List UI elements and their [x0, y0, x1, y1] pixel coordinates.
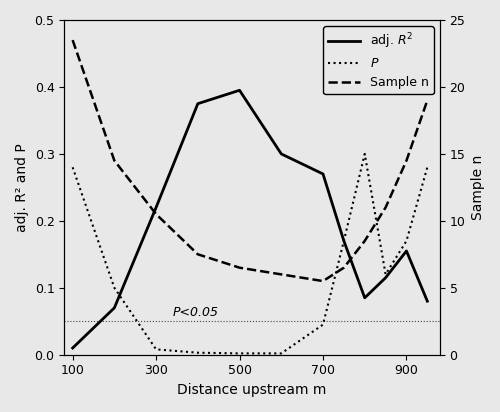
- adj. R²: [70, 346, 75, 351]
- Sample n: [153, 212, 159, 217]
- Sample n: [195, 252, 201, 257]
- P: [362, 152, 368, 157]
- Sample n: [236, 265, 242, 270]
- P: [236, 351, 242, 356]
- P: [70, 165, 75, 170]
- Line: P: P: [72, 154, 428, 353]
- adj. R²: [404, 248, 409, 253]
- P: [404, 239, 409, 243]
- Sample n: [70, 37, 75, 42]
- Sample n: [382, 205, 388, 210]
- Text: P<0.05: P<0.05: [173, 306, 219, 319]
- Line: adj. R²: adj. R²: [72, 90, 428, 348]
- adj. R²: [424, 299, 430, 304]
- P: [320, 322, 326, 327]
- Sample n: [404, 158, 409, 163]
- Y-axis label: Sample n: Sample n: [471, 155, 485, 220]
- adj. R²: [382, 275, 388, 280]
- Sample n: [320, 279, 326, 283]
- Legend: adj. $R^2$, $P$, Sample n: adj. $R^2$, $P$, Sample n: [324, 26, 434, 94]
- P: [153, 347, 159, 352]
- Sample n: [362, 239, 368, 243]
- adj. R²: [195, 101, 201, 106]
- Sample n: [341, 265, 347, 270]
- adj. R²: [112, 305, 117, 310]
- P: [382, 272, 388, 277]
- adj. R²: [278, 152, 284, 157]
- P: [424, 165, 430, 170]
- Sample n: [278, 272, 284, 277]
- Line: Sample n: Sample n: [72, 40, 428, 281]
- adj. R²: [153, 205, 159, 210]
- P: [195, 350, 201, 355]
- P: [112, 285, 117, 290]
- X-axis label: Distance upstream m: Distance upstream m: [178, 383, 327, 397]
- adj. R²: [236, 88, 242, 93]
- adj. R²: [320, 171, 326, 176]
- adj. R²: [362, 295, 368, 300]
- Sample n: [424, 98, 430, 103]
- P: [341, 239, 347, 243]
- P: [278, 351, 284, 356]
- adj. R²: [341, 239, 347, 243]
- Y-axis label: adj. R² and P: adj. R² and P: [15, 143, 29, 232]
- Sample n: [112, 158, 117, 163]
